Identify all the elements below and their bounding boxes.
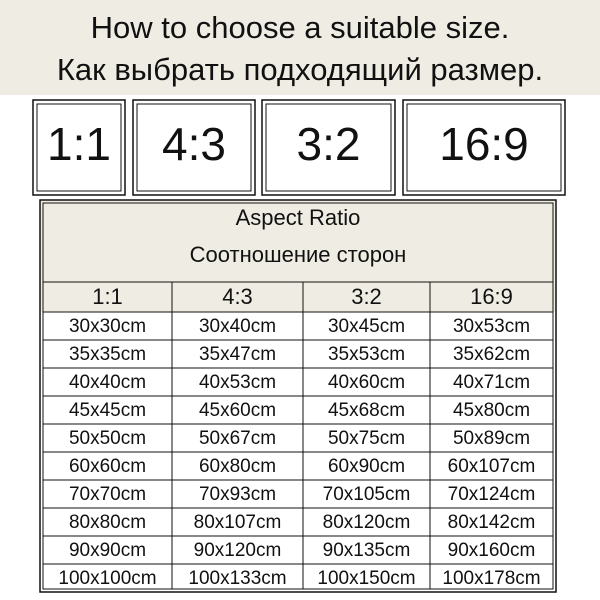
cell: 35x47cm	[199, 344, 276, 365]
ratio-box	[261, 99, 396, 196]
cell: 45x60cm	[199, 400, 276, 421]
cell: 50x75cm	[328, 428, 405, 449]
ratio-label: 4:3	[162, 118, 226, 170]
column-header: 3:2	[351, 284, 382, 309]
cell: 90x135cm	[323, 540, 411, 561]
cell: 70x70cm	[69, 484, 146, 505]
cell: 80x120cm	[323, 512, 411, 533]
cell: 60x60cm	[69, 456, 146, 477]
cell: 60x80cm	[199, 456, 276, 477]
ratio-box-inner	[36, 103, 122, 192]
ratio-label: 3:2	[297, 118, 361, 170]
ratio-box	[32, 99, 126, 196]
cell: 45x80cm	[453, 400, 530, 421]
cell: 30x45cm	[328, 316, 405, 337]
column-header: 4:3	[222, 284, 253, 309]
ratio-box-inner	[136, 103, 252, 192]
column-header: 16:9	[470, 284, 513, 309]
cell: 80x142cm	[448, 512, 536, 533]
cell: 90x120cm	[194, 540, 282, 561]
column-header: 1:1	[92, 284, 123, 309]
cell: 40x40cm	[69, 372, 146, 393]
cell: 30x53cm	[453, 316, 530, 337]
cell: 35x35cm	[69, 344, 146, 365]
cell: 100x150cm	[317, 568, 415, 589]
ratio-box-inner	[406, 103, 562, 192]
ratio-label: 16:9	[439, 118, 529, 170]
cell: 45x45cm	[69, 400, 146, 421]
cell: 80x80cm	[69, 512, 146, 533]
cell: 40x60cm	[328, 372, 405, 393]
cell: 50x89cm	[453, 428, 530, 449]
cell: 45x68cm	[328, 400, 405, 421]
cell: 100x133cm	[188, 568, 286, 589]
table-head-bg	[40, 200, 556, 312]
cell: 40x53cm	[199, 372, 276, 393]
cell: 70x105cm	[323, 484, 411, 505]
cell: 40x71cm	[453, 372, 530, 393]
cell: 100x178cm	[442, 568, 540, 589]
header-band	[0, 0, 600, 95]
cell: 100x100cm	[58, 568, 156, 589]
cell: 50x50cm	[69, 428, 146, 449]
cell: 90x90cm	[69, 540, 146, 561]
ratio-box	[132, 99, 256, 196]
cell: 70x124cm	[448, 484, 536, 505]
cell: 30x40cm	[199, 316, 276, 337]
header-subtitle: Как выбрать подходящий размер.	[57, 52, 543, 87]
cell: 60x90cm	[328, 456, 405, 477]
table-subtitle: Соотношение сторон	[190, 242, 407, 267]
cell: 35x62cm	[453, 344, 530, 365]
cell: 90x160cm	[448, 540, 536, 561]
table-title: Aspect Ratio	[236, 205, 361, 230]
ratio-box	[402, 99, 566, 196]
cell: 30x30cm	[69, 316, 146, 337]
cell: 60x107cm	[448, 456, 536, 477]
cell: 70x93cm	[199, 484, 276, 505]
cell: 80x107cm	[194, 512, 282, 533]
table-border	[39, 199, 557, 593]
ratio-box-inner	[265, 103, 392, 192]
cell: 50x67cm	[199, 428, 276, 449]
cell: 35x53cm	[328, 344, 405, 365]
header-title: How to choose a suitable size.	[91, 10, 510, 45]
ratio-label: 1:1	[47, 118, 111, 170]
